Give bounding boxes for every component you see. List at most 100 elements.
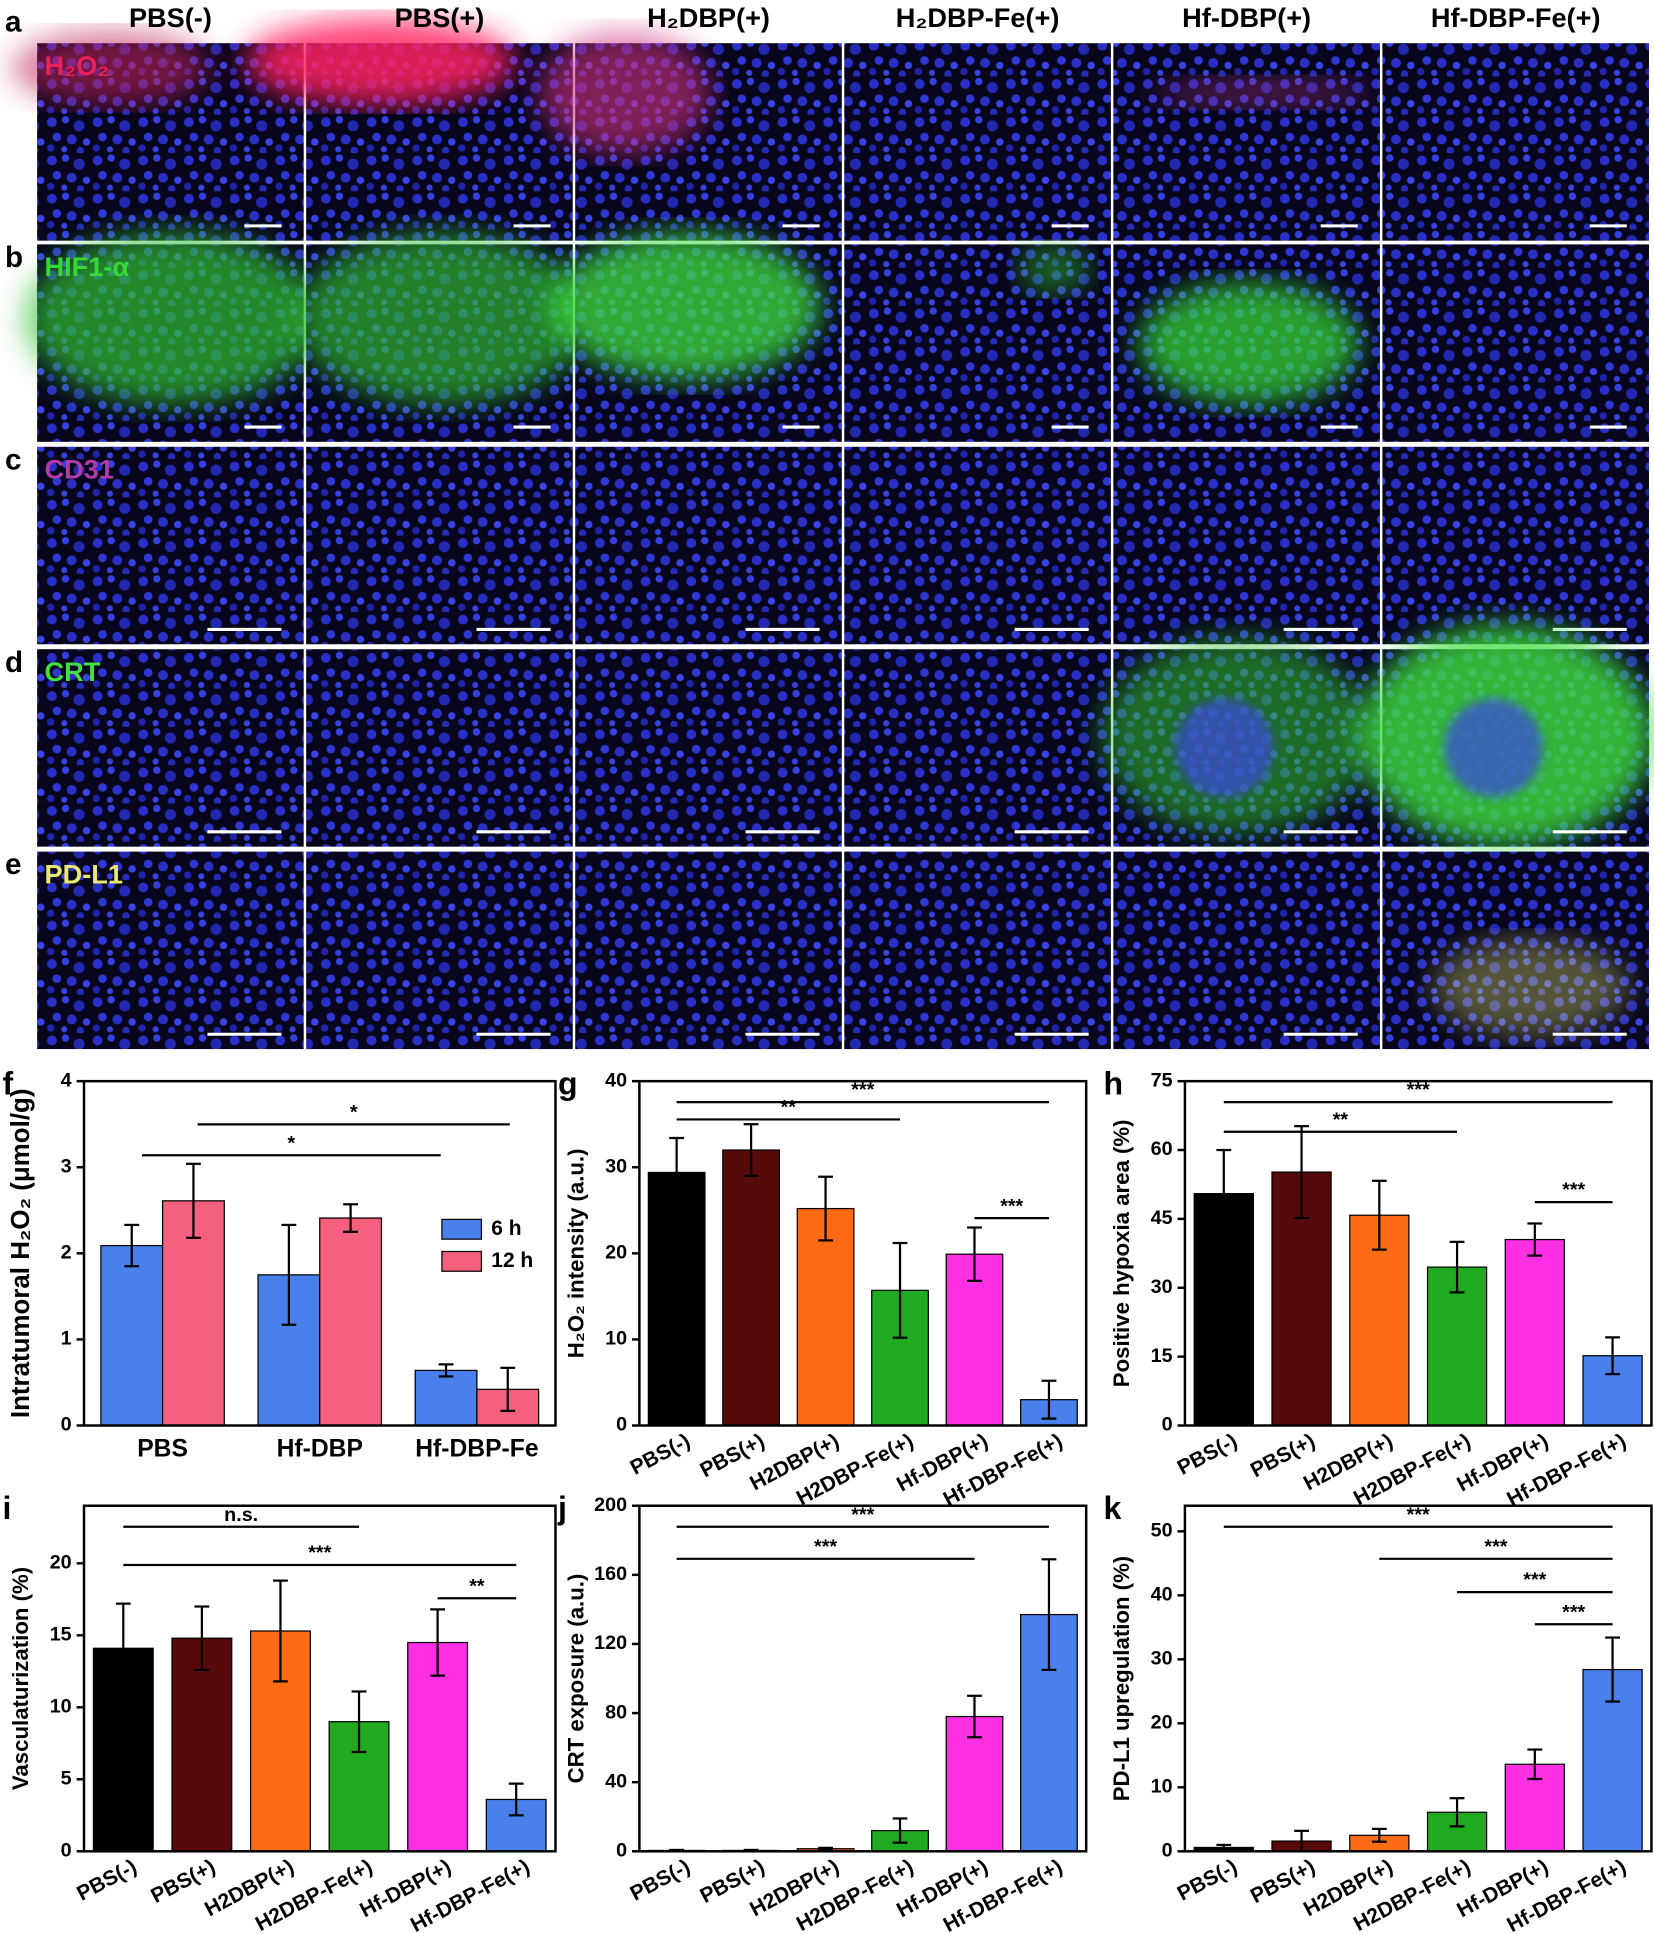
bar: [722, 1149, 781, 1427]
y-tick-label: 10: [1151, 1776, 1173, 1798]
x-tick-label: PBS(-): [627, 1855, 694, 1905]
error-bar: [892, 1241, 908, 1339]
y-tick-label: 0: [1162, 1414, 1173, 1436]
y-tick-label: 50: [1151, 1520, 1173, 1542]
panel-label: i: [3, 1490, 12, 1526]
micrograph: [844, 649, 1111, 847]
column-header: H₂DBP(+): [647, 2, 770, 33]
signal: [293, 232, 591, 405]
bar: [319, 1217, 383, 1427]
error-bar: [343, 1203, 359, 1233]
y-tick-label: 120: [594, 1632, 627, 1654]
y-axis-label: H₂O₂ intensity (a.u.): [564, 1148, 589, 1358]
error-bar: [186, 1162, 201, 1239]
significance-label: ***: [1562, 1601, 1585, 1623]
error-bar: [115, 1602, 131, 1695]
y-tick-label: 20: [50, 1552, 72, 1574]
legend-label: 12 h: [491, 1249, 533, 1272]
micrograph: [306, 649, 573, 847]
panel-label: a: [5, 5, 22, 38]
y-tick-label: 40: [1151, 1584, 1173, 1606]
nucleus-cluster: [1444, 698, 1543, 798]
error-bar: [1371, 1827, 1387, 1843]
error-bar: [669, 1136, 685, 1208]
error-bar: [508, 1782, 524, 1817]
y-tick-label: 80: [605, 1701, 627, 1723]
bar: [414, 1369, 478, 1427]
significance-label: *: [350, 1101, 358, 1123]
y-tick-label: 20: [605, 1242, 627, 1264]
panel-label: j: [557, 1490, 567, 1526]
plot-frame: [82, 1079, 557, 1427]
stain-label: HIF1-α: [45, 251, 130, 282]
y-tick-label: 0: [61, 1414, 72, 1436]
panel-label: e: [5, 848, 21, 881]
error-bar: [281, 1223, 297, 1326]
error-bar: [124, 1223, 140, 1268]
y-tick-label: 10: [605, 1328, 627, 1350]
micrograph: [37, 649, 304, 847]
micrograph: [844, 446, 1111, 645]
micrograph: [1382, 244, 1649, 442]
y-tick-label: 1: [61, 1328, 72, 1350]
bar: [171, 1637, 233, 1852]
significance-label: ***: [1000, 1195, 1023, 1217]
significance-label: ***: [851, 1504, 874, 1526]
micrograph: [1113, 43, 1380, 241]
bar: [100, 1244, 164, 1427]
x-tick-label: PBS(-): [627, 1429, 694, 1479]
signal: [1150, 77, 1373, 108]
y-axis-label: CRT exposure (a.u.): [564, 1574, 589, 1784]
significance-label: **: [781, 1097, 797, 1119]
y-tick-label: 75: [1151, 1069, 1173, 1091]
legend-label: 6 h: [491, 1217, 521, 1240]
error-bar: [1216, 1843, 1232, 1852]
error-bar: [1605, 1336, 1620, 1376]
y-tick-label: 15: [50, 1624, 72, 1646]
error-bar: [194, 1605, 210, 1671]
x-tick-label: Hf-DBP: [277, 1436, 363, 1463]
error-bar: [892, 1817, 908, 1844]
y-tick-label: 20: [1151, 1712, 1173, 1734]
panel-label: d: [5, 646, 23, 679]
y-tick-label: 4: [61, 1069, 72, 1091]
y-axis-label: Vasculaturization (%): [8, 1567, 33, 1790]
error-bar: [1449, 1240, 1465, 1294]
micrograph: [306, 851, 573, 1050]
signal: [538, 30, 711, 155]
error-bar: [818, 1846, 833, 1851]
significance-label: ***: [1523, 1569, 1546, 1591]
y-axis-label: Intratumoral H₂O₂ (μmol/g): [7, 1089, 35, 1419]
micrograph: [575, 649, 842, 847]
significance-label: **: [1333, 1109, 1349, 1131]
micrograph: [1113, 851, 1380, 1050]
significance-label: ***: [814, 1536, 837, 1558]
x-tick-label: PBS(-): [73, 1855, 140, 1905]
signal: [550, 232, 823, 381]
stain-label: CRT: [45, 656, 101, 687]
bar: [945, 1253, 1004, 1427]
plot-frame: [1183, 1079, 1653, 1427]
panel-label: g: [558, 1066, 578, 1102]
legend-swatch: [441, 1250, 483, 1272]
significance-label: ***: [851, 1079, 874, 1101]
micrograph: [575, 446, 842, 645]
micrograph: [1382, 43, 1649, 241]
micrograph: [37, 851, 304, 1050]
column-header: Hf-DBP-Fe(+): [1431, 2, 1601, 33]
significance-label: n.s.: [224, 1504, 258, 1526]
y-axis-label: PD-L1 upregulation (%): [1109, 1556, 1134, 1801]
signal: [244, 18, 516, 105]
y-tick-label: 30: [605, 1155, 627, 1177]
y-tick-label: 15: [1151, 1345, 1173, 1367]
error-bar: [1041, 1379, 1057, 1420]
panel-label: f: [3, 1066, 14, 1102]
y-tick-label: 30: [1151, 1276, 1173, 1298]
y-tick-label: 200: [594, 1494, 627, 1516]
column-header: Hf-DBP(+): [1182, 2, 1311, 33]
panel-label: h: [1103, 1066, 1123, 1102]
plot-frame: [638, 1079, 1088, 1427]
micrograph: [1113, 446, 1380, 645]
x-tick-label: PBS(-): [1174, 1855, 1241, 1905]
